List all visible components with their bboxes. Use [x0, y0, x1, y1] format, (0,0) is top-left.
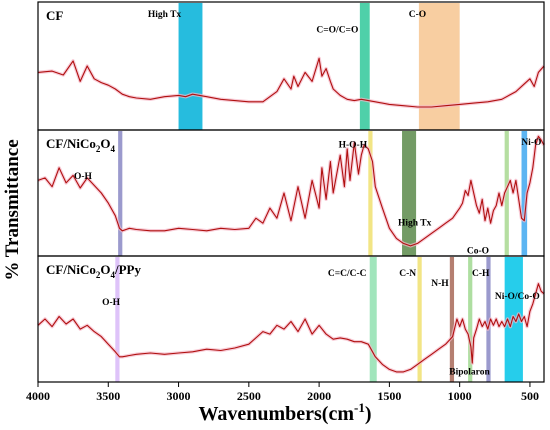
x-axis: 4000 3500 3000 2500 2000 1500 1000 500: [26, 382, 539, 403]
x-tick-label-2500: 2500: [237, 389, 261, 403]
band-3-4: [449, 257, 455, 382]
band-label-3-5: C-H: [472, 269, 490, 279]
panel-title-main-2: CF/NiCo: [46, 136, 96, 151]
band-2-2: [368, 131, 373, 256]
band-label-3-2: C=C/C-C: [328, 269, 367, 279]
band-label-1-3: C-O: [409, 10, 426, 20]
x-axis-label-end: ): [365, 403, 372, 425]
panel-title-sub-3: 2: [96, 270, 101, 280]
band-3-5: [468, 257, 473, 382]
x-tick-label-3000: 3000: [167, 389, 191, 403]
y-axis-label: % Transmittance: [2, 139, 23, 280]
panel-title-sub2-3: 4: [110, 270, 115, 280]
panel-title-2: CF/NiCo2O4: [46, 136, 115, 154]
panel-1: CF High Tx C=O/C=O C-O: [37, 1, 546, 131]
band-3-1: [115, 257, 120, 382]
series-line-2: [37, 135, 545, 247]
band-label-1-1: High Tx: [148, 10, 182, 20]
band-1-2: [359, 3, 370, 130]
panel-title-main-1: CF: [46, 8, 63, 23]
band-label-3-1: O-H: [102, 298, 121, 308]
band-label-3-3: C-N: [399, 269, 416, 279]
band-2-4: [504, 131, 509, 256]
band-2-1: [118, 131, 123, 256]
x-axis-label: Wavenumbers(cm-1): [198, 400, 371, 425]
panel-frame-1: [37, 1, 545, 131]
panel-title-mid-3: O: [100, 262, 110, 277]
panel-title-sub2-2: 4: [110, 144, 115, 154]
band-label-3-4: N-H: [431, 279, 449, 289]
x-tick-label-1500: 1500: [377, 389, 401, 403]
series-halo-1: [37, 56, 546, 109]
panel-title-1: CF: [46, 8, 63, 23]
band-2-3: [402, 131, 417, 256]
panel-title-3: CF/NiCo2O4/PPy: [46, 262, 141, 280]
x-tick-label-1000: 1000: [448, 389, 472, 403]
band-1-3: [418, 3, 460, 130]
x-tick-label-3500: 3500: [96, 389, 120, 403]
panels-group: CF High TxC=O/C=OC-OCF/NiCo2O4O-HH-O-HHig…: [36, 1, 546, 383]
band-label-2-5: Ni-O: [521, 138, 541, 148]
band-3-3: [417, 257, 422, 382]
band-label-3-6: Bipolaron: [449, 367, 490, 377]
x-axis-label-sup: -1: [354, 400, 365, 415]
x-tick-label-500: 500: [521, 389, 539, 403]
panel-2: CF/NiCo2O4 O-H H-O-H High Tx Co-O Ni-O: [37, 129, 546, 257]
band-1-1: [178, 3, 203, 130]
band-label-2-1: O-H: [74, 172, 93, 182]
band-3-6: [486, 257, 491, 382]
band-3-2: [369, 257, 377, 382]
series-line-1: [37, 57, 545, 108]
band-label-2-4: Co-O: [467, 246, 489, 256]
panel-title-main-3: CF/NiCo: [46, 262, 96, 277]
band-label-1-2: C=O/C=O: [316, 26, 358, 36]
band-label-2-2: H-O-H: [339, 141, 368, 151]
panel-title-end-3: /PPy: [114, 262, 141, 277]
panel-title-mid-2: O: [100, 136, 110, 151]
band-label-2-3: High Tx: [398, 219, 432, 229]
panel-title-sub-2: 2: [96, 144, 101, 154]
panel-frame-3: [37, 255, 545, 383]
band-2-5: [521, 131, 528, 256]
series-line-3: [37, 283, 545, 373]
band-label-3-7: Ni-O/Co-O: [495, 292, 540, 302]
x-tick-label-2000: 2000: [307, 389, 331, 403]
panel-3: CF/NiCo2O4/PPy O-H C=C/C-C C-N N-H C-H Bipolar…: [36, 255, 546, 383]
x-axis-label-main: Wavenumbers(cm: [198, 403, 354, 425]
x-tick-label-4000: 4000: [26, 389, 50, 403]
